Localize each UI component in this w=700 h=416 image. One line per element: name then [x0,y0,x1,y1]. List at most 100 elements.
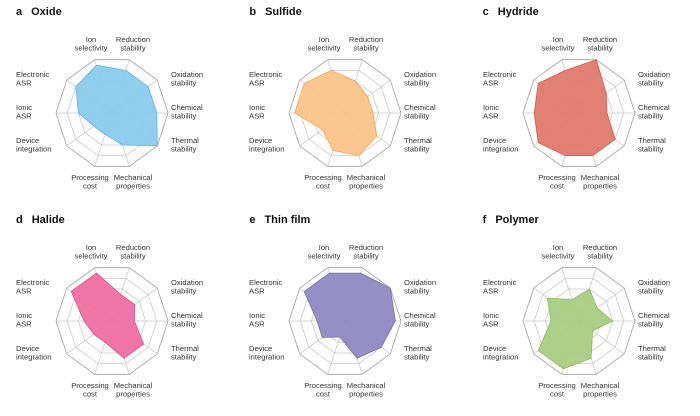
svg-text:properties: properties [349,182,383,191]
svg-text:Thermal: Thermal [171,136,199,145]
svg-text:ASR: ASR [249,79,265,88]
panel-letter: c [482,6,489,18]
svg-text:Mechanical: Mechanical [347,173,386,182]
svg-text:Oxidation: Oxidation [171,70,203,79]
svg-text:Chemical: Chemical [638,103,670,112]
svg-text:stability: stability [354,252,380,261]
svg-text:ASR: ASR [249,320,265,329]
svg-text:Mechanical: Mechanical [114,381,153,390]
svg-text:Electronic: Electronic [16,70,50,79]
radar-svg: IonselectivityReductionstabilityOxidatio… [16,35,203,191]
svg-text:Reduction: Reduction [349,243,383,252]
panel-caption: c Hydride [467,0,700,18]
svg-text:Ionic: Ionic [249,311,265,320]
radar-svg: IonselectivityReductionstabilityOxidatio… [483,243,670,399]
svg-text:cost: cost [316,182,331,191]
svg-text:ASR: ASR [249,112,265,121]
svg-text:Electronic: Electronic [249,70,283,79]
svg-text:stability: stability [638,79,664,88]
svg-text:integration: integration [483,353,518,362]
radar-svg: IonselectivityReductionstabilityOxidatio… [249,243,436,399]
svg-text:ASR: ASR [483,320,499,329]
radar-panel-hydride: c Hydride Ion selectivity Reduction stabilit… [467,0,700,208]
svg-text:Reduction: Reduction [116,35,150,44]
panel-caption: f Polymer [467,208,700,226]
svg-text:ASR: ASR [249,287,265,296]
svg-text:selectivity: selectivity [308,44,341,53]
svg-text:stability: stability [404,353,430,362]
panel-title: Sulfide [265,6,302,18]
svg-text:stability: stability [171,320,197,329]
radar-panel-oxide: a Oxide Ion selectivity Reduction stability O… [0,0,233,208]
radar-chart-polymer: Ion selectivity Reduction stability Oxidatio… [467,226,700,416]
svg-text:Ionic: Ionic [16,103,32,112]
panel-caption: a Oxide [0,0,233,18]
svg-text:stability: stability [587,252,613,261]
svg-text:Oxidation: Oxidation [404,70,436,79]
panel-letter: a [16,6,23,18]
svg-text:integration: integration [249,353,284,362]
svg-text:Ion: Ion [319,35,330,44]
svg-text:Thermal: Thermal [638,344,666,353]
svg-text:Reduction: Reduction [349,35,383,44]
svg-text:ASR: ASR [16,112,32,121]
svg-text:Ionic: Ionic [16,311,32,320]
svg-text:Reduction: Reduction [583,35,617,44]
svg-text:Chemical: Chemical [171,311,203,320]
svg-text:properties: properties [349,390,383,399]
radar-chart-oxide: Ion selectivity Reduction stability Oxidatio… [0,18,233,208]
svg-text:Ionic: Ionic [249,103,265,112]
svg-text:Ion: Ion [552,35,563,44]
svg-text:Ion: Ion [86,243,97,252]
svg-text:Electronic: Electronic [483,70,517,79]
panel-letter: f [482,214,487,226]
svg-text:ASR: ASR [16,320,32,329]
svg-text:Oxidation: Oxidation [638,278,670,287]
svg-text:stability: stability [404,112,430,121]
svg-text:properties: properties [116,182,150,191]
svg-text:stability: stability [587,44,613,53]
radar-chart-sulfide: Ion selectivity Reduction stability Oxidatio… [233,18,466,208]
svg-text:integration: integration [483,145,518,154]
svg-text:Chemical: Chemical [638,311,670,320]
radar-panel-halide: d Halide Ion selectivity Reduction stability… [0,208,233,416]
svg-text:stability: stability [638,320,664,329]
svg-text:Chemical: Chemical [404,103,436,112]
svg-text:Thermal: Thermal [404,344,432,353]
svg-text:Electronic: Electronic [16,278,50,287]
svg-text:cost: cost [316,390,331,399]
svg-text:Device: Device [249,344,272,353]
svg-text:Oxidation: Oxidation [171,278,203,287]
svg-text:selectivity: selectivity [541,44,574,53]
svg-text:Reduction: Reduction [116,243,150,252]
svg-text:Ionic: Ionic [483,103,499,112]
svg-text:stability: stability [404,79,430,88]
svg-text:Thermal: Thermal [638,136,666,145]
svg-text:stability: stability [638,145,664,154]
svg-text:selectivity: selectivity [541,252,574,261]
svg-text:stability: stability [120,252,146,261]
svg-text:integration: integration [16,145,51,154]
svg-text:stability: stability [404,287,430,296]
svg-text:selectivity: selectivity [308,252,341,261]
svg-text:Processing: Processing [305,381,343,390]
svg-text:cost: cost [550,390,565,399]
svg-text:stability: stability [171,353,197,362]
svg-text:Device: Device [249,136,272,145]
panel-caption: e Thin film [233,208,466,226]
svg-text:stability: stability [638,287,664,296]
svg-text:Ion: Ion [319,243,330,252]
svg-text:Ion: Ion [552,243,563,252]
radar-svg: IonselectivityReductionstabilityOxidatio… [16,243,203,399]
svg-text:stability: stability [404,145,430,154]
svg-text:selectivity: selectivity [75,44,108,53]
svg-text:stability: stability [638,353,664,362]
svg-text:selectivity: selectivity [75,252,108,261]
svg-text:Processing: Processing [538,381,576,390]
svg-text:Oxidation: Oxidation [404,278,436,287]
svg-text:Processing: Processing [71,381,109,390]
svg-text:Ion: Ion [86,35,97,44]
svg-text:Oxidation: Oxidation [638,70,670,79]
panel-caption: d Halide [0,208,233,226]
